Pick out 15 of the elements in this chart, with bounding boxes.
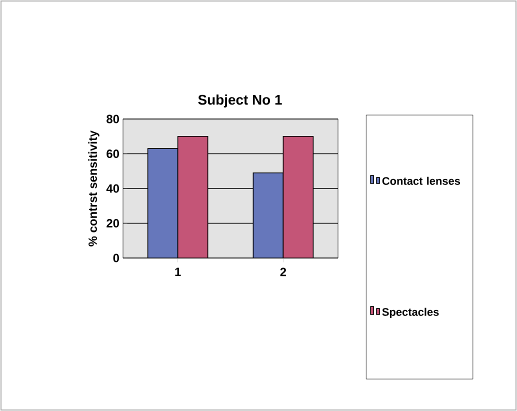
legend-label: Spectacles bbox=[382, 308, 439, 318]
bar bbox=[177, 136, 208, 258]
legend-label: Contact lenses bbox=[382, 176, 460, 185]
bar bbox=[282, 136, 314, 258]
y-tick-label: 0 bbox=[113, 254, 119, 262]
x-tick-label: 2 bbox=[280, 268, 286, 276]
x-tick-label: 1 bbox=[175, 268, 181, 276]
y-tick-label: 80 bbox=[106, 114, 119, 124]
y-tick-label: 60 bbox=[106, 150, 119, 158]
y-tick-label: 40 bbox=[106, 184, 119, 193]
bar bbox=[252, 172, 284, 258]
chart-title: Subject No 1 bbox=[198, 94, 282, 108]
y-tick-label: 20 bbox=[106, 219, 119, 228]
y-axis-title: % contrst sensitivity bbox=[88, 130, 100, 246]
bar bbox=[147, 148, 178, 258]
